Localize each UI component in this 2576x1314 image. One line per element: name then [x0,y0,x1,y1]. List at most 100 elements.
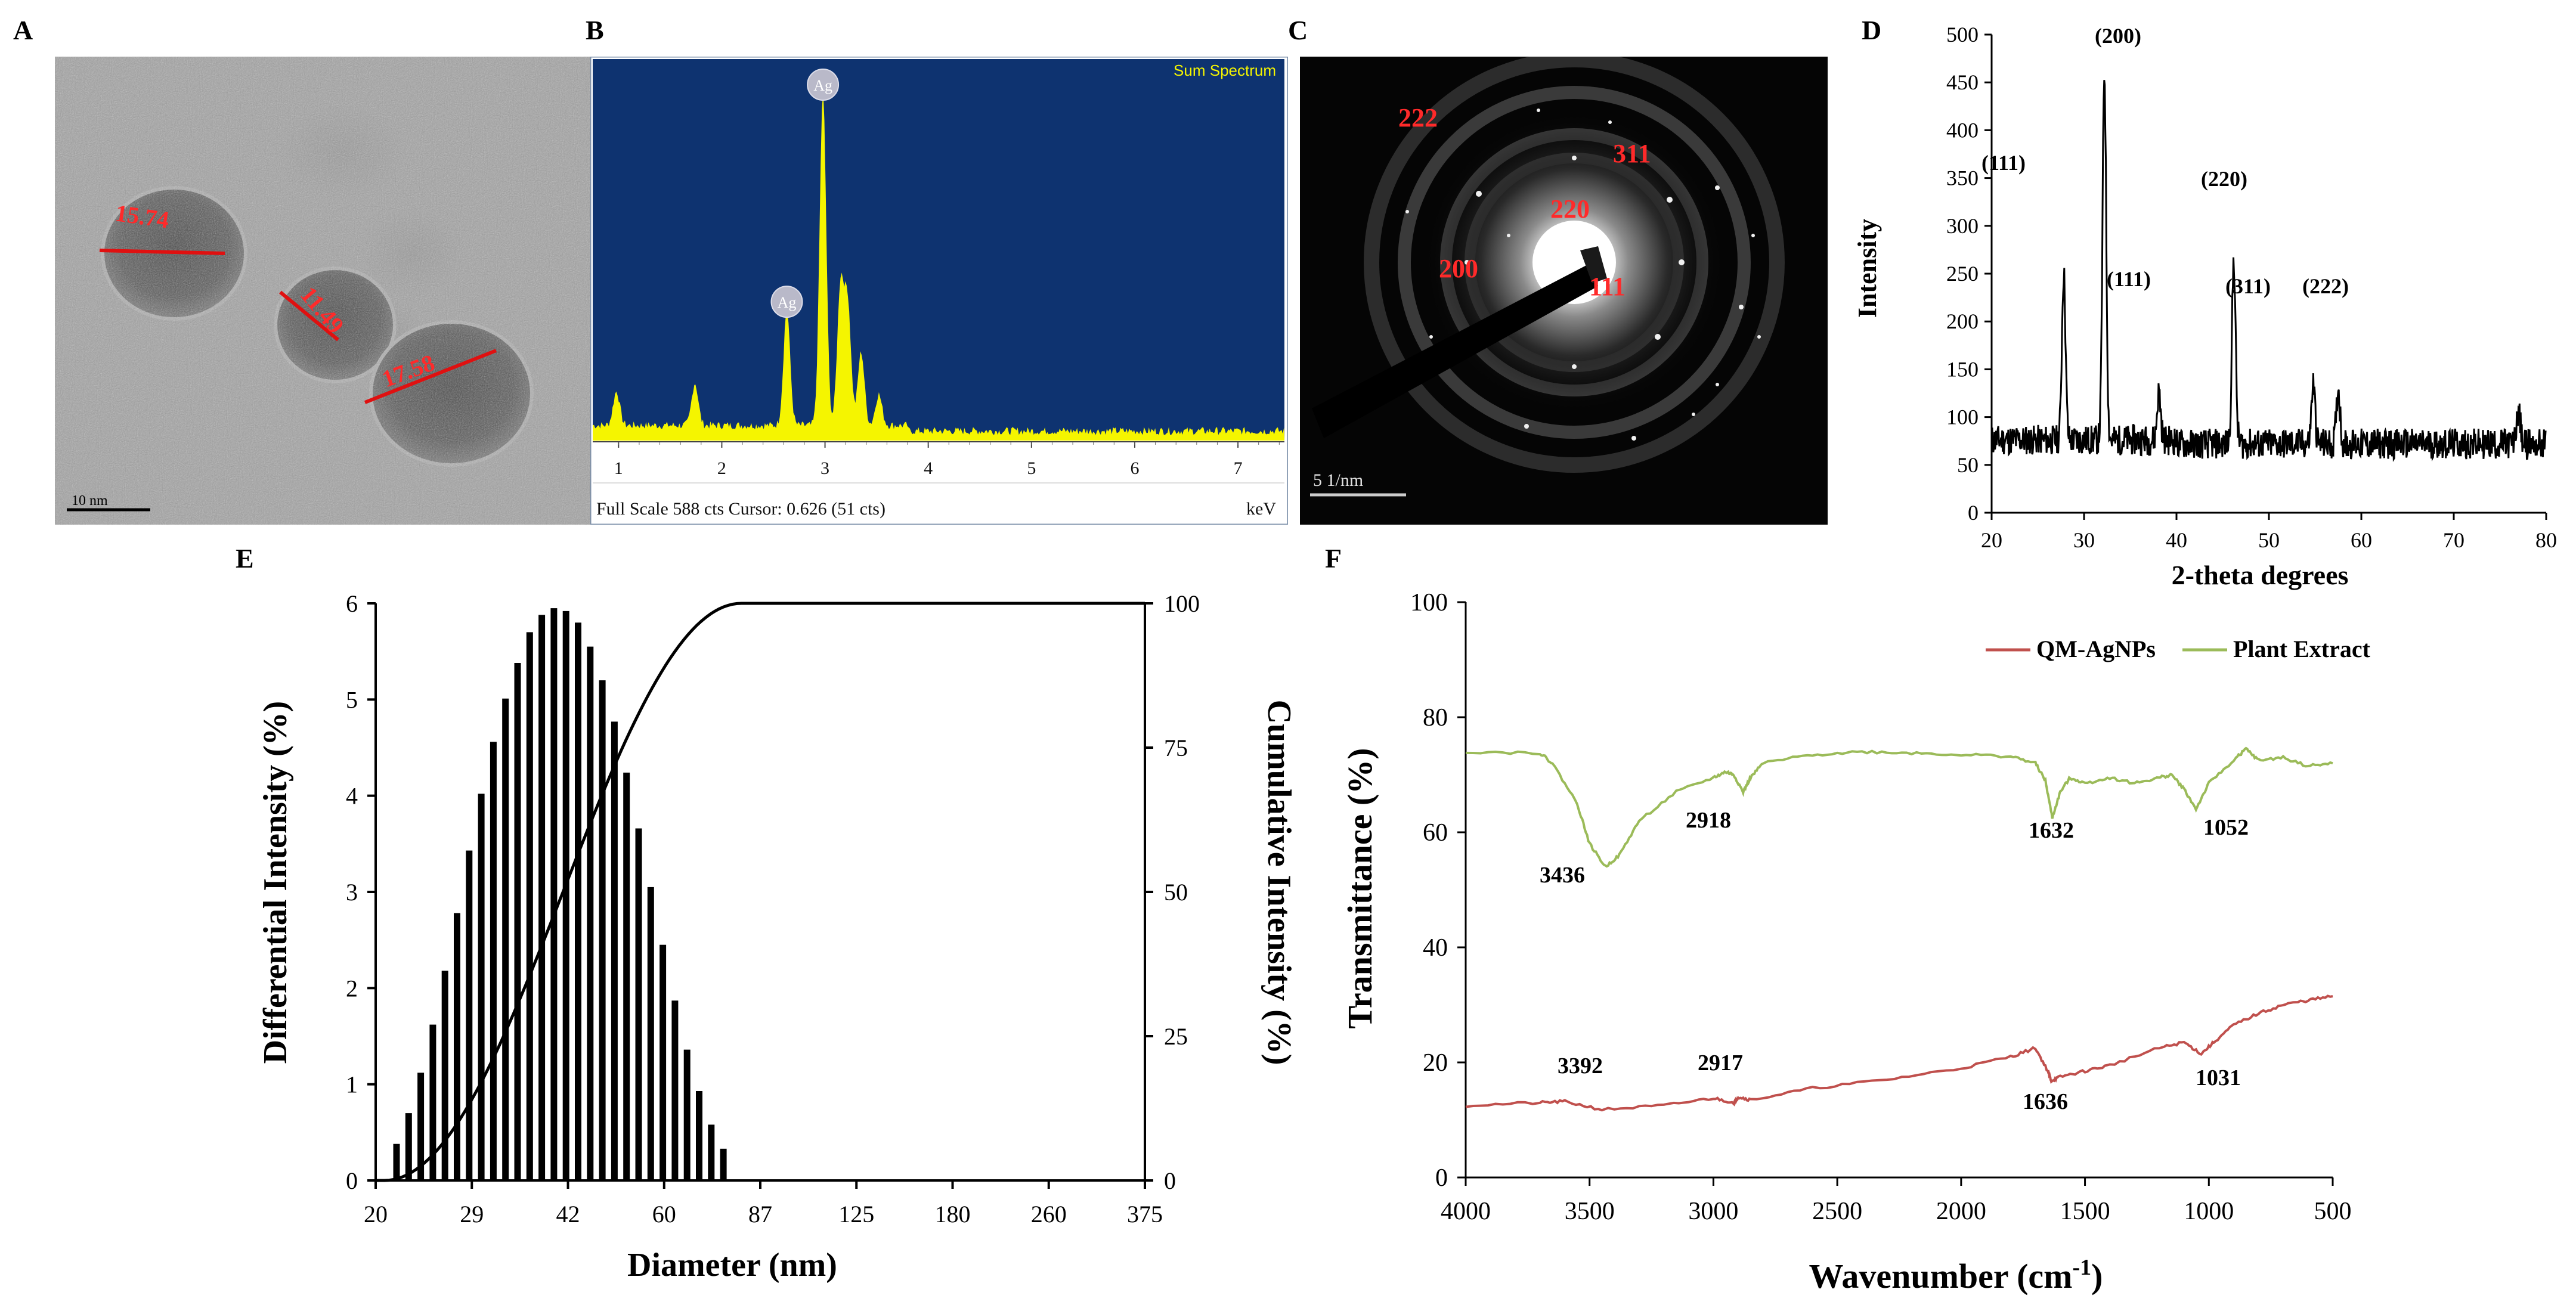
dls-bar [623,772,630,1180]
dls-y2-tick-label: 25 [1164,1023,1188,1050]
xrd-annot-220: (220) [2201,167,2247,191]
dls-bar [466,850,473,1180]
dls-bar [429,1024,436,1180]
eds-peak-marker: Ag [770,286,803,318]
measure-line-3 [364,349,497,404]
xrd-x-tick-label: 40 [2166,528,2187,552]
xrd-x-tick-label: 30 [2073,528,2095,552]
dls-bar [405,1113,412,1180]
xrd-y-tick-label: 500 [1946,23,1979,47]
ftir-x-tick-label: 3500 [1565,1198,1615,1225]
dls-bar [478,794,485,1180]
ftir-x-axis-label: Wavenumber (cm-1) [1809,1255,2103,1296]
dls-bar [562,610,569,1180]
xrd-x-tick-label: 80 [2535,528,2557,552]
ftir-series-qm-agnps [1465,994,2333,1112]
dls-bar [696,1091,702,1180]
xrd-y-tick-label: 450 [1946,70,1979,94]
dls-bar [599,680,606,1180]
ftir-y-tick-label: 40 [1423,934,1448,962]
dls-x-tick-label: 29 [460,1201,484,1228]
dls-bar [671,1000,679,1180]
xrd-annot-111-right: (111) [2107,267,2151,291]
dls-y2-tick-label: 0 [1164,1167,1176,1194]
panel-letter-f: F [1325,543,1342,574]
eds-x-tick-label: 1 [614,458,623,478]
legend-label-plant-extract: Plant Extract [2233,636,2371,662]
dls-x-tick-label: 42 [556,1201,580,1228]
dls-bar [490,742,497,1180]
xrd-y-tick-label: 250 [1946,262,1979,286]
eds-x-tick-label: 4 [924,458,933,478]
ring-label-200: 200 [1439,254,1478,283]
peak-label-1031: 1031 [2196,1065,2241,1090]
eds-x-unit: keV [1246,499,1276,519]
peak-label-1632: 1632 [2029,818,2074,843]
ftir-y-tick-label: 100 [1410,590,1448,616]
panel-letter-a: A [13,15,33,45]
dls-bar [683,1049,691,1180]
dls-x-tick-label: 375 [1127,1201,1163,1228]
ftir-x-tick-label: 4000 [1441,1198,1491,1225]
dls-y-tick-label: 6 [346,590,358,617]
dls-bar [550,608,558,1180]
ftir-x-tick-label: 500 [2314,1198,2352,1225]
peak-label-1636: 1636 [2023,1089,2068,1114]
dls-bar [514,663,521,1180]
eds-x-tick-label: 7 [1234,458,1243,478]
dls-y-tick-label: 4 [346,783,358,810]
dls-x-tick-label: 125 [838,1201,874,1228]
dls-y-tick-label: 2 [346,975,358,1002]
panel-a-tem-image: 15.74 11.49 17.58 10 nm [55,57,592,525]
peak-label-2918: 2918 [1686,808,1731,833]
xrd-x-axis-label: 2-theta degrees [2172,560,2349,590]
ring-label-222: 222 [1398,103,1438,132]
legend-label-qm-agnps: QM-AgNPs [2036,636,2156,662]
panel-c-saed-pattern: 222 311 220 200 111 5 1/nm [1300,57,1828,525]
xrd-x-tick-label: 60 [2351,528,2372,552]
dls-x-tick-label: 20 [364,1201,388,1228]
dls-bar [526,632,533,1180]
xrd-y-tick-label: 200 [1946,309,1979,333]
dls-bar [575,622,581,1180]
eds-plot-area [593,59,1284,441]
panel-b-eds-spectrum: Sum Spectrum Ag Ag 1 2 3 4 5 6 7 Full Scale 588… [590,57,1288,525]
xrd-y-tick-label: 50 [1957,453,1979,477]
dls-bar [587,646,594,1180]
xrd-y-tick-label: 0 [1968,501,1979,525]
panel-letter-e: E [236,543,254,574]
eds-footer: Full Scale 588 cts Cursor: 0.626 (51 cts… [596,499,886,519]
xrd-y-axis-label: Intensity [1853,219,1882,318]
eds-x-tick-label: 5 [1027,458,1036,478]
xrd-x-tick-label: 20 [1981,528,2002,552]
dls-x-tick-label: 260 [1031,1201,1067,1228]
dls-y-tick-label: 1 [346,1071,358,1098]
panel-letter-d: D [1862,15,1882,45]
dls-bar [454,913,460,1180]
dls-x-tick-label: 87 [748,1201,772,1228]
dls-x-tick-label: 180 [935,1201,971,1228]
xrd-annot-200: (200) [2095,24,2141,48]
xrd-y-tick-label: 150 [1946,357,1979,381]
dls-bar [502,698,509,1180]
dls-y2-tick-label: 75 [1164,735,1188,761]
eds-peak-label: Ag [778,294,797,311]
dls-bars [393,608,727,1180]
eds-title: Sum Spectrum [1174,61,1276,79]
xrd-x-tick-label: 50 [2258,528,2280,552]
dls-y2-axis-label: Cumulative Intensity (%) [1261,700,1298,1065]
dls-bar [647,887,654,1180]
dls-bar [720,1148,727,1180]
peak-label-2917: 2917 [1698,1050,1743,1076]
ftir-y-tick-label: 20 [1423,1049,1448,1077]
dls-bar [708,1124,715,1180]
peak-label-3436: 3436 [1540,863,1585,888]
xrd-annot-311: (311) [2225,274,2271,298]
ftir-x-tick-label: 2000 [1936,1198,1986,1225]
dls-bar [441,971,448,1180]
xrd-annot-111-left: (111) [1981,151,2026,175]
dls-y-axis-label: Differential Intensity (%) [257,701,294,1064]
ftir-y-tick-label: 60 [1423,819,1448,847]
dls-bar [611,721,618,1180]
